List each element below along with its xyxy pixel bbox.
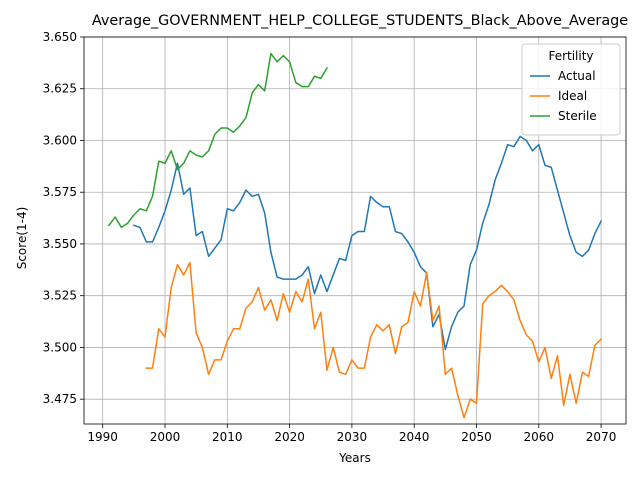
- series-line-actual: [132, 135, 603, 351]
- series-group: [107, 52, 603, 419]
- x-tick-label: 2050: [461, 430, 492, 444]
- x-tick-label: 2010: [212, 430, 243, 444]
- y-tick-label: 3.600: [43, 133, 77, 147]
- x-tick-label: 2030: [337, 430, 368, 444]
- y-tick-label: 3.575: [43, 185, 77, 199]
- y-tick-label: 3.650: [43, 30, 77, 44]
- legend-box: [521, 43, 621, 136]
- legend-title: Fertility: [548, 49, 593, 63]
- x-axis-label: Years: [338, 451, 371, 465]
- series-line-sterile: [107, 52, 328, 229]
- chart-title: Average_GOVERNMENT_HELP_COLLEGE_STUDENTS…: [92, 13, 628, 29]
- y-axis-ticks: 3.475 3.500 3.525 3.550 3.575 3.600 3.625 3.650: [43, 30, 84, 406]
- series-line-ideal: [145, 261, 603, 419]
- y-tick-label: 3.475: [43, 392, 77, 406]
- axes-frame: [83, 36, 627, 425]
- x-axis-ticks: 1990 2000 2010 2020 2030 2040 2050 2060 2070: [87, 424, 616, 444]
- x-tick-label: 2020: [274, 430, 305, 444]
- y-tick-label: 3.500: [43, 340, 77, 354]
- x-tick-label: 2070: [586, 430, 617, 444]
- y-tick-label: 3.550: [43, 237, 77, 251]
- y-tick-label: 3.625: [43, 82, 77, 96]
- y-tick-label: 3.525: [43, 289, 77, 303]
- legend-label-ideal: Ideal: [558, 89, 587, 103]
- x-tick-label: 2060: [524, 430, 555, 444]
- x-tick-label: 2000: [150, 430, 181, 444]
- y-axis-label: Score(1-4): [15, 207, 29, 270]
- legend-label-sterile: Sterile: [558, 109, 597, 123]
- x-tick-label: 1990: [87, 430, 118, 444]
- x-tick-label: 2040: [399, 430, 430, 444]
- legend-label-actual: Actual: [558, 69, 596, 83]
- legend: Fertility Actual Ideal Sterile: [521, 43, 621, 136]
